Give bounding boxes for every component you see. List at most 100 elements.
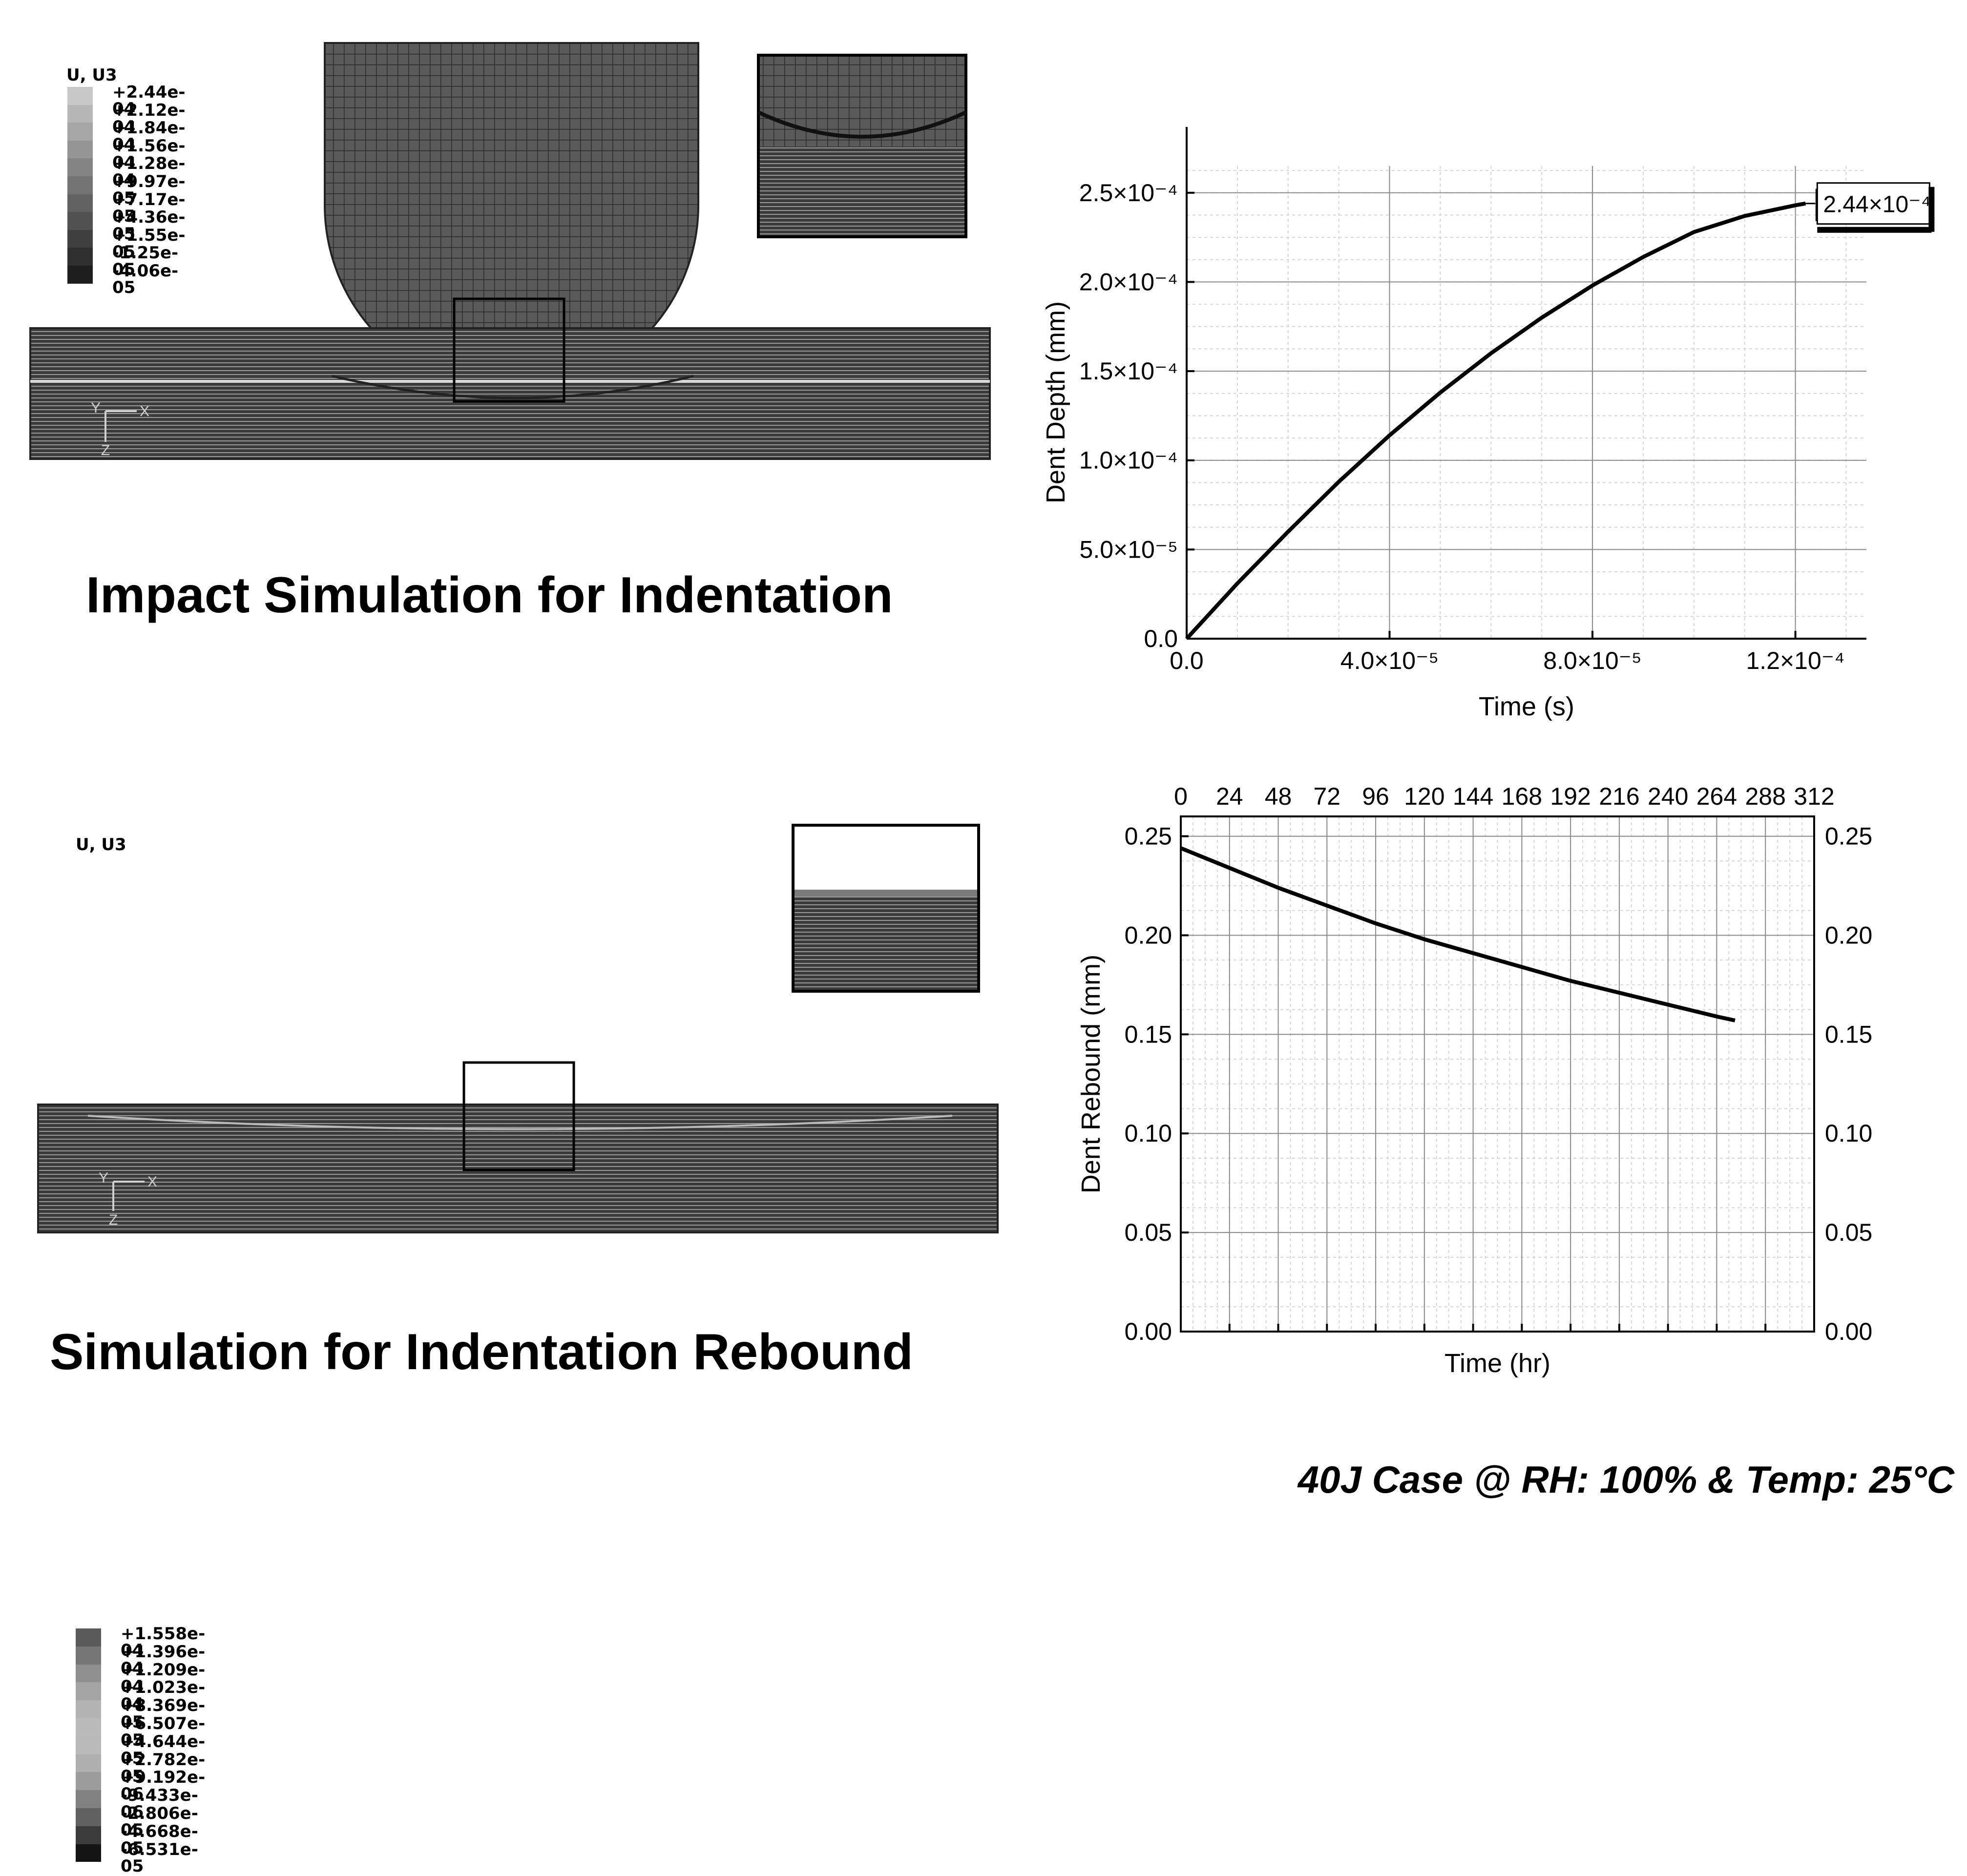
y-tick-label: 0.00 [1125,1318,1172,1345]
top-simulation-title: Impact Simulation for Indentation [86,567,893,624]
top-axis-triad: Y X Z [91,400,149,459]
top-legend-swatch [67,248,93,266]
top-legend-title: U, U3 [66,65,117,85]
bottom-triad-x: X [147,1174,157,1190]
bottom-legend-swatch [76,1664,101,1683]
top-legend-value: -4.06e-05 [112,261,179,297]
x-tick-label: 144 [1453,783,1493,810]
y-right-tick-label: 0.00 [1825,1318,1872,1345]
top-legend-value: +1.28e-04 [112,154,186,190]
top-legend-swatch [67,266,93,284]
y-right-tick-label: 0.25 [1825,823,1872,850]
x-tick-label: 312 [1794,783,1834,810]
top-legend-swatch [67,194,93,212]
top-legend-value: +1.84e-04 [112,118,186,155]
top-legend-value: -1.25e-05 [112,243,179,280]
x-tick-label: 192 [1550,783,1590,810]
top-legend-swatch [67,158,93,176]
bottom-legend-swatch [76,1736,101,1754]
top-laminate-plate [29,327,991,460]
y-axis-label: Dent Rebound (mm) [1076,955,1106,1193]
x-tick-label: 24 [1216,783,1243,810]
top-legend-swatch [67,229,93,248]
bottom-legend-title: U, U3 [76,835,126,855]
bottom-legend-swatch [76,1808,101,1826]
x-axis-label: Time (hr) [1444,1349,1550,1378]
top-fe-mesh-view: Y X Z [29,42,991,460]
x-tick-label: 4.0×10⁻⁵ [1340,647,1439,674]
bottom-fe-mesh-view: Y X Z [37,824,999,1233]
y-right-tick-label: 0.20 [1825,921,1872,949]
x-tick-label: 0 [1174,783,1188,810]
top-legend-swatch [67,140,93,159]
bottom-simulation-panel: U, U3 +1.558e-04 +1.396e-04 +1.209e-04 +1.0… [0,757,1025,1875]
footer-case-conditions: 40J Case @ RH: 100% & Temp: 25°C [1297,1458,1954,1501]
bottom-axis-triad: Y X Z [99,1170,157,1228]
bottom-legend-swatch [76,1790,101,1808]
top-legend-value: +2.12e-04 [112,100,186,137]
bottom-triad-z: Z [109,1212,118,1228]
top-legend-swatch [67,104,93,123]
x-tick-label: 120 [1404,783,1444,810]
annotation-label: 2.44×10⁻⁴ [1823,192,1931,218]
x-tick-label: 72 [1313,783,1340,810]
bottom-legend-value: -6.531e-05 [121,1839,198,1876]
top-legend-swatch [67,87,93,105]
top-triad-x: X [140,403,149,419]
x-axis-label: Time (s) [1479,692,1574,721]
y-tick-label: 2.5×10⁻⁴ [1079,179,1178,207]
dent-rebound-chart: 0 24 48 72 96 120 144 168 192 216 240 264 288 312 0.00… [1076,783,1872,1378]
bottom-legend-swatch [76,1646,101,1665]
x-tick-label: 264 [1696,783,1737,810]
x-tick-label: 48 [1265,783,1292,810]
bottom-legend-swatch [76,1754,101,1772]
x-tick-label: 8.0×10⁻⁵ [1543,647,1641,674]
bottom-legend-swatch [76,1628,101,1647]
y-tick-label: 0.15 [1125,1021,1172,1048]
bottom-legend-swatch [76,1844,101,1862]
top-legend-value: +9.97e-05 [112,172,186,208]
y-right-tick-label: 0.05 [1825,1219,1872,1246]
top-legend-value: +1.56e-04 [112,136,186,172]
top-legend-swatch [67,123,93,141]
series-line [1180,846,1736,1022]
y-tick-label: 0.10 [1125,1120,1172,1147]
bottom-legend-swatch [76,1682,101,1701]
top-zoom-box [453,297,565,403]
top-legend-swatch [67,176,93,194]
plot-frame [1180,815,1815,1333]
x-tick-label: 216 [1599,783,1639,810]
y-tick-label: 1.5×10⁻⁴ [1079,357,1178,385]
y-tick-label: 1.0×10⁻⁴ [1079,447,1178,474]
series-line [1185,201,1806,640]
y-tick-label: 0.0 [1144,625,1178,652]
y-axis-label: Dent Depth (mm) [1041,301,1070,503]
bottom-legend-swatch [76,1772,101,1791]
top-legend-value: +7.17e-05 [112,189,186,226]
x-tick-label: 1.2×10⁻⁴ [1746,647,1844,674]
top-triad-z: Z [101,442,110,459]
dent-depth-chart: 0.0 4.0×10⁻⁵ 8.0×10⁻⁵ 1.2×10⁻⁴ 0.0 5.0×10⁻⁵ 1.… [1041,127,1935,721]
bottom-laminate-plate [37,1104,999,1233]
top-legend-value: +1.55e-05 [112,225,186,262]
y-tick-label: 0.25 [1125,823,1172,850]
bottom-simulation-title: Simulation for Indentation Rebound [50,1324,913,1380]
y-tick-label: 2.0×10⁻⁴ [1079,268,1178,295]
bottom-triad-y: Y [99,1170,108,1186]
y-tick-label: 5.0×10⁻⁵ [1080,536,1178,563]
x-tick-label: 0.0 [1170,647,1204,674]
top-triad-y: Y [91,400,101,416]
top-legend-value: +4.36e-05 [112,208,186,244]
top-simulation-panel: U, U3 +2.44e-04 +2.12e-04 +1.84e-04 +1.56e-… [0,0,1025,684]
bottom-legend-swatch [76,1826,101,1844]
bottom-zoom-box [462,1061,575,1171]
bottom-legend-swatch [76,1700,101,1718]
top-legend-swatch [67,212,93,230]
y-right-tick-label: 0.10 [1825,1120,1872,1147]
top-legend-value: +2.44e-04 [112,83,186,119]
x-tick-label: 168 [1502,783,1542,810]
x-tick-label: 288 [1745,783,1786,810]
y-right-tick-label: 0.15 [1825,1021,1872,1048]
y-tick-label: 0.05 [1125,1219,1172,1246]
bottom-legend-swatch [76,1718,101,1736]
